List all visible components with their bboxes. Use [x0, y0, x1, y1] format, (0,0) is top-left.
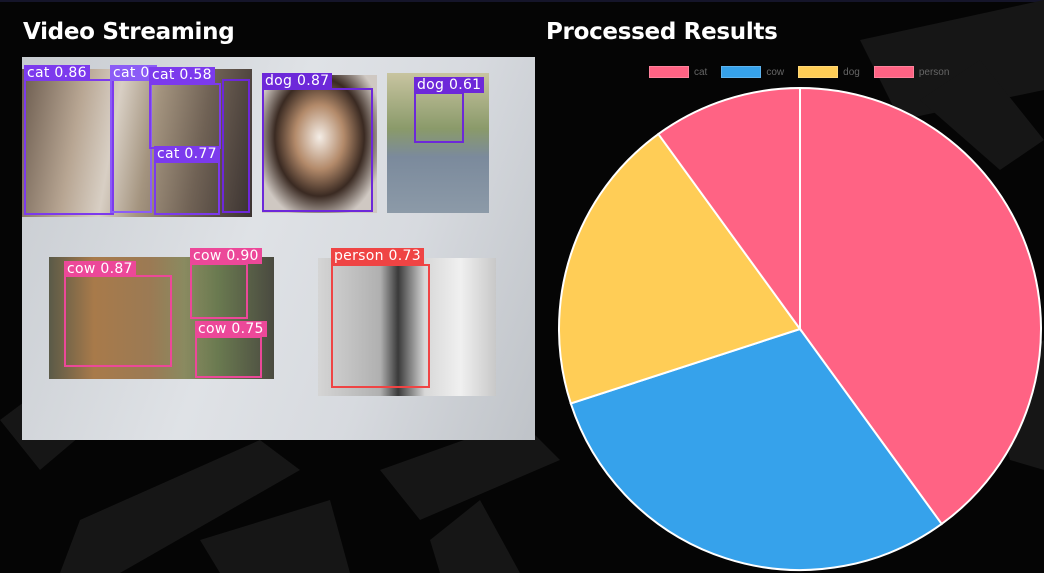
dog-photo-right — [387, 73, 489, 213]
legend-label: cat — [694, 66, 708, 78]
detection-box-cat — [110, 79, 152, 213]
detection-label: cow 0.87 — [64, 261, 136, 277]
pie-slice-cat[interactable] — [799, 86, 1042, 526]
pie-slice-dog[interactable] — [558, 132, 802, 405]
pie-slice-cow[interactable] — [569, 327, 944, 571]
detection-label: cat 0. — [110, 65, 158, 81]
pie-slice-person[interactable] — [656, 86, 801, 333]
detection-box-cat — [154, 161, 220, 215]
video-streaming-title: Video Streaming — [23, 19, 235, 45]
legend-label: person — [918, 66, 950, 78]
detection-box-cow — [64, 275, 172, 367]
legend-swatch — [873, 66, 914, 78]
person-photo — [318, 258, 496, 396]
detection-box-person — [331, 264, 430, 388]
legend-label: cow — [766, 66, 785, 78]
detection-box-cat — [24, 79, 114, 215]
detection-box-cat — [149, 83, 221, 149]
detection-label: dog 0.61 — [414, 77, 485, 93]
detection-label: cat 0.58 — [149, 67, 215, 83]
legend-label: dog — [843, 66, 860, 78]
dog-photo — [262, 75, 377, 213]
detection-label: dog 0.87 — [262, 73, 333, 89]
legend-item-dog[interactable]: dog — [798, 66, 860, 78]
legend-item-cat[interactable]: cat — [649, 66, 707, 78]
detection-box-dog — [414, 92, 464, 143]
cat-photo — [22, 69, 252, 217]
chart-legend: cat cow dog person — [649, 66, 949, 78]
pie-chart — [558, 86, 1042, 571]
detection-box-cat — [222, 79, 250, 213]
detection-label: cow 0.90 — [190, 248, 262, 264]
detection-label: cat 0.86 — [24, 65, 90, 81]
legend-swatch — [798, 66, 839, 78]
processed-results-title: Processed Results — [546, 19, 778, 45]
legend-item-cow[interactable]: cow — [721, 66, 784, 78]
detection-label: person 0.73 — [331, 248, 424, 264]
detection-box-cow — [190, 263, 248, 319]
detection-box-dog — [262, 88, 373, 212]
legend-item-person[interactable]: person — [873, 66, 950, 78]
legend-swatch — [721, 66, 762, 78]
video-stream-frame: cat 0.86 cat 0. cat 0.58 cat 0.77 dog 0.… — [22, 57, 535, 440]
detection-box-cow — [195, 336, 262, 378]
detection-label: cow 0.75 — [195, 321, 267, 337]
legend-swatch — [649, 66, 689, 78]
top-border — [0, 0, 1044, 2]
detection-label: cat 0.77 — [154, 146, 220, 162]
